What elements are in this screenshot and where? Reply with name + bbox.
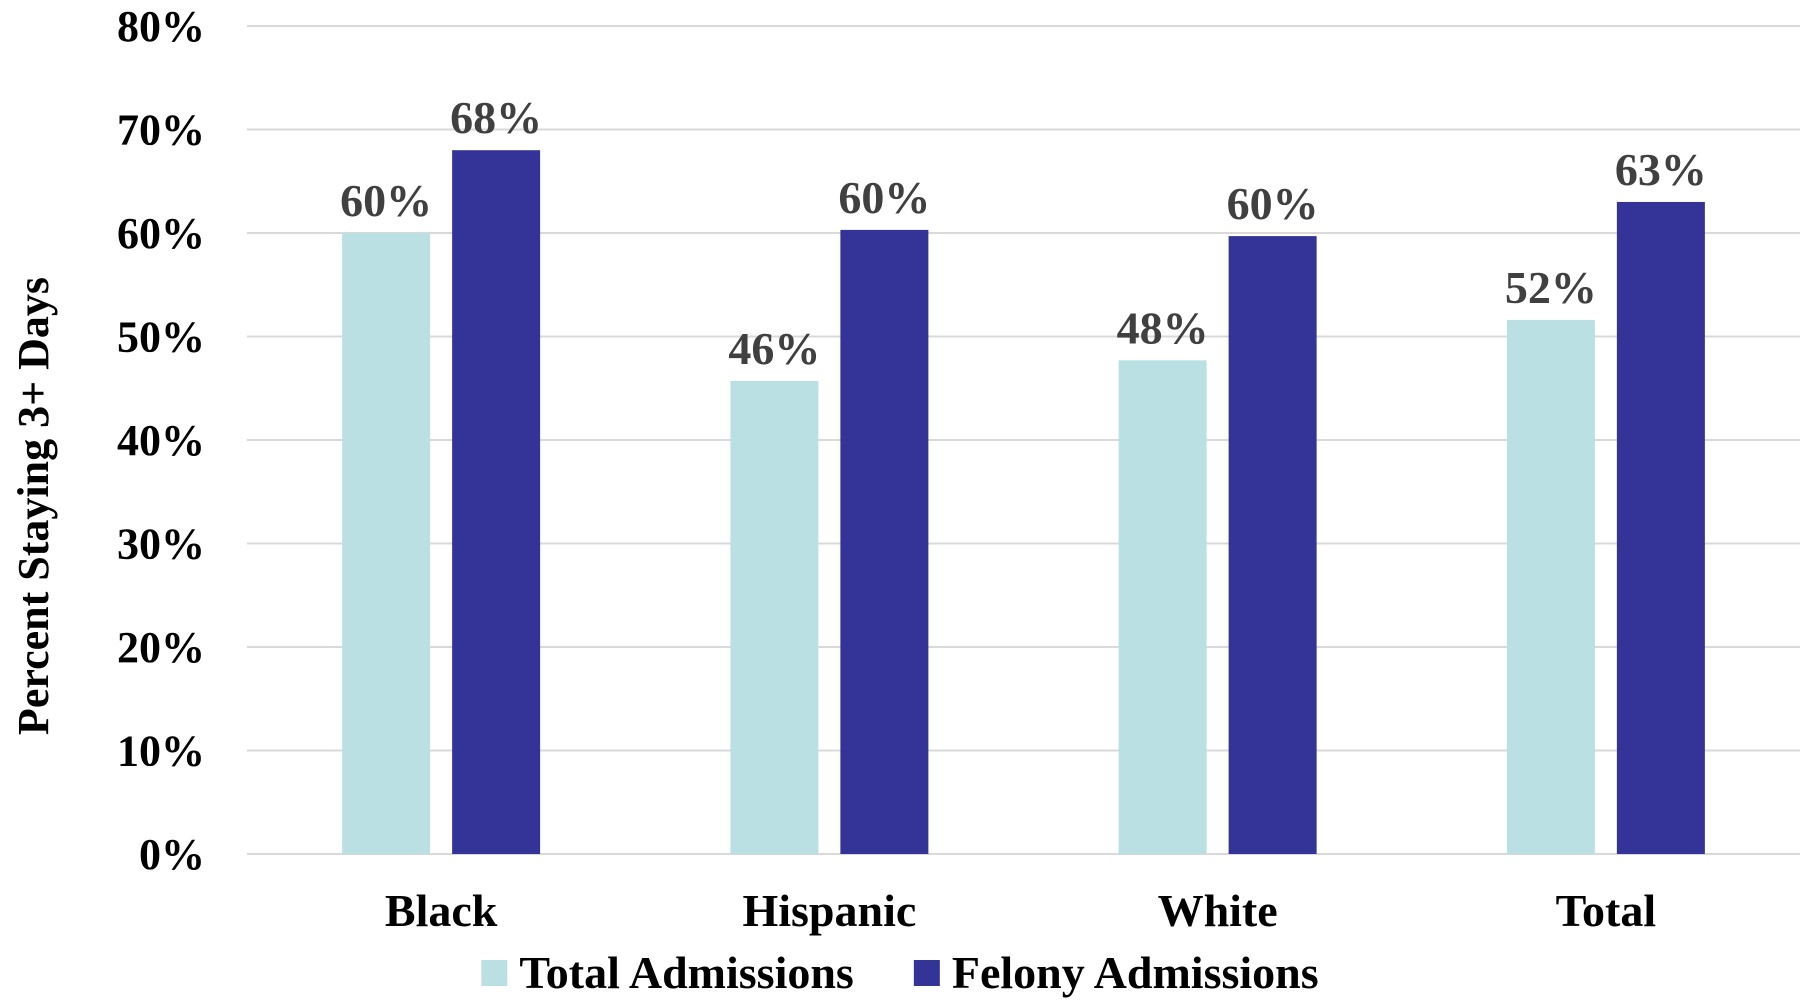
y-tick-label: 60%: [117, 209, 205, 258]
data-label: 60%: [838, 172, 930, 223]
x-category-label: Black: [385, 885, 498, 936]
y-tick-label: 70%: [117, 106, 205, 155]
bar: [1118, 360, 1207, 854]
y-tick-label: 10%: [117, 727, 205, 776]
legend-swatch: [913, 960, 940, 986]
y-tick-label: 80%: [117, 2, 205, 51]
y-axis-title: Percent Staying 3+ Days: [9, 277, 58, 735]
data-label: 46%: [728, 323, 820, 374]
y-tick-label: 20%: [117, 623, 205, 672]
bar: [1228, 236, 1317, 855]
x-category-label: White: [1158, 885, 1278, 936]
legend: Total Admissions Felony Admissions: [481, 947, 1319, 998]
legend-label: Felony Admissions: [952, 947, 1319, 998]
data-label: 60%: [1227, 178, 1319, 229]
y-tick-label: 40%: [117, 416, 205, 465]
y-axis-ticks: 0% 10% 20% 30% 40% 50% 60% 70% 80%: [117, 2, 205, 879]
x-category-label: Total: [1556, 885, 1657, 936]
bars: [342, 150, 1705, 855]
bar: [342, 233, 431, 854]
bar: [840, 229, 929, 854]
x-category-label: Hispanic: [742, 885, 916, 936]
data-labels: 60% 68% 46% 60% 48% 60% 52% 63%: [340, 92, 1707, 374]
y-tick-label: 30%: [117, 520, 205, 569]
legend-item: Felony Admissions: [913, 947, 1319, 998]
data-label: 63%: [1615, 144, 1707, 195]
y-tick-label: 0%: [139, 830, 205, 879]
data-label: 60%: [340, 175, 432, 226]
x-axis-categories: Black Hispanic White Total: [385, 885, 1656, 936]
bar: [452, 150, 541, 854]
bar: [1616, 201, 1705, 854]
legend-item: Total Admissions: [481, 947, 854, 998]
data-label: 52%: [1505, 262, 1597, 313]
data-label: 48%: [1117, 302, 1209, 353]
bar: [1506, 319, 1595, 854]
legend-label: Total Admissions: [519, 947, 854, 998]
bar: [730, 381, 819, 854]
legend-swatch: [481, 960, 508, 986]
y-tick-label: 50%: [117, 313, 205, 362]
data-label: 68%: [450, 92, 542, 143]
